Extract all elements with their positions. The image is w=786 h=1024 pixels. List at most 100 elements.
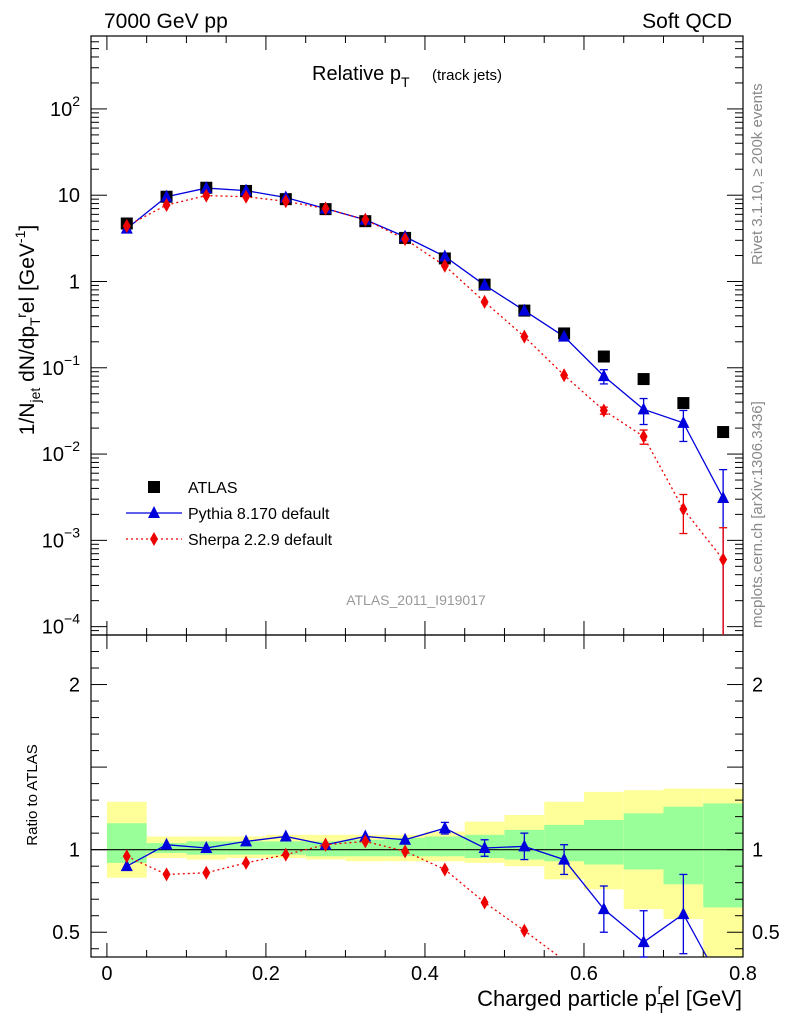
marker-triangle [279, 829, 292, 842]
marker-diamond [361, 212, 370, 227]
y-tick-label-ratio-left: 0.5 [52, 922, 80, 944]
x-tick-label: 0 [101, 963, 112, 985]
marker-diamond [242, 189, 251, 204]
band-inner-bin [583, 819, 624, 865]
marker-diamond [520, 329, 529, 344]
y-tick-label-main: 10−1 [42, 352, 80, 380]
y-tick-label-ratio-left: 1 [69, 840, 80, 862]
y-tick-labels-ratio: 0.5 0.5 1 1 2 2 [52, 675, 780, 945]
marker-diamond [401, 232, 410, 247]
marker-diamond [480, 294, 489, 309]
x-axis-label-sup: r [658, 981, 663, 998]
series-line-main [126, 187, 724, 499]
marker-diamond [202, 188, 211, 203]
marker-triangle [677, 415, 690, 428]
marker-triangle [240, 183, 253, 196]
y-tick-label-ratio-left: 2 [69, 675, 80, 697]
marker-triangle [637, 402, 650, 415]
marker-triangle [438, 821, 451, 834]
marker-triangle [478, 841, 491, 854]
series-line-ratio [126, 840, 561, 958]
y-tick-label-main: 10−3 [42, 524, 80, 552]
process-label: Soft QCD [642, 10, 732, 33]
x-axis-label: Charged particle pTrel [GeV] [477, 981, 742, 1017]
y-tick-label-main: 10−4 [42, 611, 80, 639]
rivet-label: Rivet 3.1.10, ≥ 200k events [749, 83, 766, 265]
svg-text:Charged particle pTrel [GeV]: Charged particle pTrel [GeV] [477, 981, 742, 1017]
plot-title-suffix: (track jets) [432, 67, 502, 84]
x-tick-label: 0.6 [570, 963, 598, 985]
band-inner-bin [703, 803, 743, 908]
y-tick-label-main: 10−2 [42, 438, 80, 466]
marker-diamond [321, 837, 330, 852]
marker-triangle [160, 837, 173, 850]
x-tick-label: 0.8 [729, 963, 757, 985]
y-axis-label-main: 1/Njet dN/dpTrel [GeV-1] [12, 225, 43, 435]
marker-diamond [122, 218, 131, 233]
marker-diamond [162, 867, 171, 882]
marker-triangle [240, 834, 253, 847]
svg-text:1/Njet dN/dpTrel [GeV-1]: 1/Njet dN/dpTrel [GeV-1] [12, 225, 43, 435]
marker-triangle [200, 181, 213, 194]
marker-triangle [717, 490, 730, 503]
legend: ATLAS Pythia 8.170 default Sherpa 2.2.9 de… [126, 480, 333, 549]
marker-diamond [639, 429, 648, 444]
y-axis-label-ratio: Ratio to ATLAS [24, 744, 41, 845]
marker-triangle [148, 506, 160, 518]
marker-diamond [679, 502, 688, 517]
marker-diamond [480, 895, 489, 910]
legend-label: Pythia 8.170 default [188, 506, 330, 523]
energy-label: 7000 GeV pp [104, 10, 228, 33]
legend-label: ATLAS [188, 480, 238, 497]
y-tick-label-main: 10 [58, 185, 80, 207]
y-tick-label-ratio-right: 0.5 [752, 922, 780, 944]
marker-triangle [120, 859, 133, 872]
marker-square [637, 373, 650, 386]
marker-diamond [361, 834, 370, 849]
plot-title: Relative pT (track jets) [312, 63, 502, 90]
marker-square [148, 481, 160, 493]
marker-diamond [242, 855, 251, 870]
marker-diamond [321, 201, 330, 216]
x-tick-labels: 0 0.2 0.4 0.6 0.8 [101, 963, 757, 985]
analysis-id: ATLAS_2011_I919017 [346, 592, 486, 608]
marker-triangle [478, 278, 491, 291]
marker-triangle [518, 839, 531, 852]
marker-diamond [520, 923, 529, 938]
marker-diamond [281, 847, 290, 862]
band-inner-bin [663, 806, 704, 885]
plot-title-subscript: T [401, 74, 410, 90]
marker-diamond [440, 862, 449, 877]
x-axis-label-sub: T [657, 1000, 666, 1017]
x-tick-label: 0.2 [252, 963, 280, 985]
marker-diamond [150, 532, 158, 546]
marker-square [717, 426, 730, 439]
marker-triangle [558, 329, 571, 342]
legend-label: Sherpa 2.2.9 default [188, 532, 333, 549]
marker-diamond [599, 403, 608, 418]
marker-square [677, 397, 690, 410]
marker-diamond [401, 844, 410, 859]
markers [120, 181, 730, 948]
marker-diamond [122, 849, 131, 864]
marker-diamond [281, 194, 290, 209]
y-tick-label-ratio-right: 2 [752, 675, 763, 697]
marker-diamond [560, 368, 569, 383]
marker-triangle [438, 249, 451, 262]
marker-triangle [558, 852, 571, 865]
band-inner-bin [623, 813, 664, 870]
x-tick-label: 0.4 [411, 963, 439, 985]
y-tick-labels-main: 102 10 1 10−1 10−2 10−3 10−4 [42, 93, 80, 639]
series-line-main [126, 194, 724, 560]
x-axis-label-main: Charged particle p [477, 986, 657, 1011]
marker-square [597, 350, 610, 363]
marker-triangle [160, 189, 173, 202]
marker-triangle [677, 907, 690, 920]
series-line-ratio [126, 827, 708, 958]
x-axis-label-suffix: el [GeV] [663, 986, 742, 1011]
ratio-frame [90, 634, 744, 958]
marker-diamond [162, 198, 171, 213]
svg-text:Relative pT: Relative pT [312, 63, 410, 90]
band-inner-bin [424, 836, 465, 857]
